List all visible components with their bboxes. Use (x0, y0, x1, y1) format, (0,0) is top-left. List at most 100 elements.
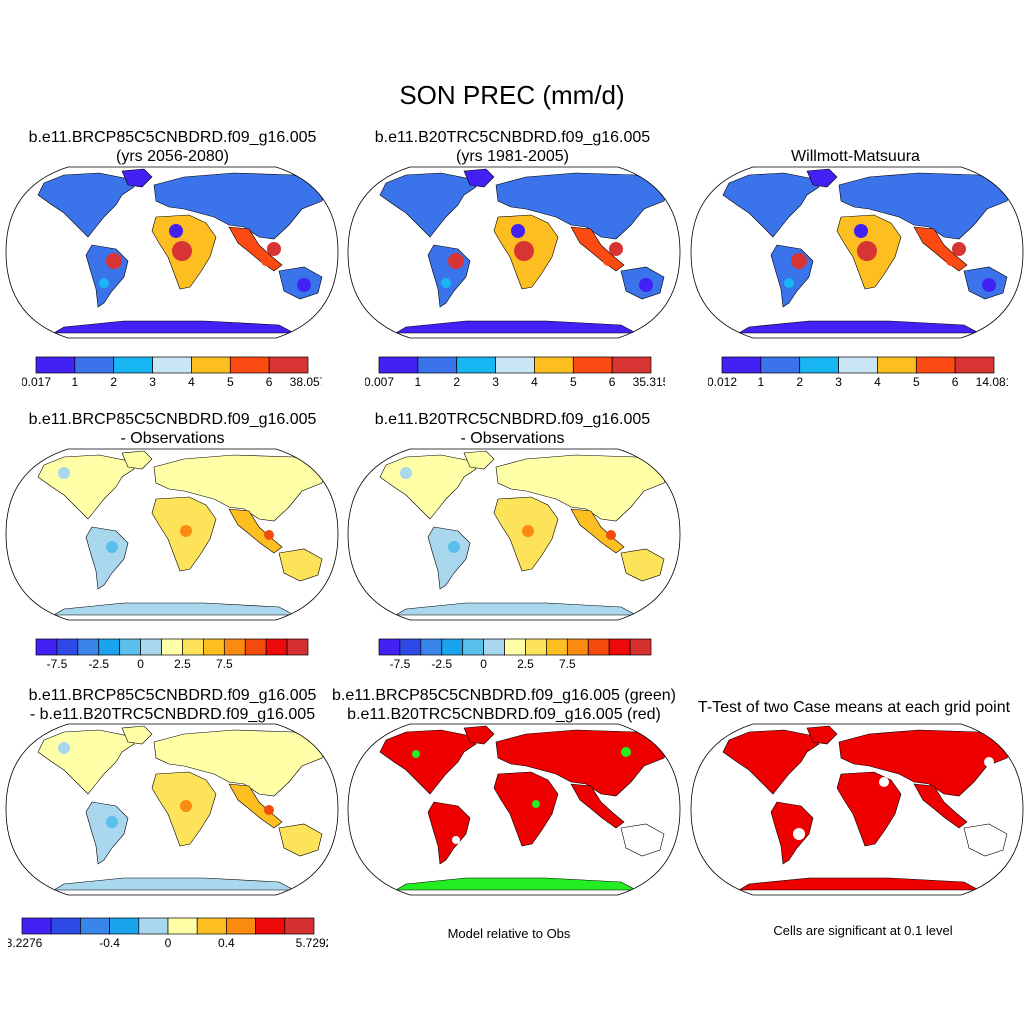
continent-north-america (722, 172, 820, 238)
figure-title: SON PREC (mm/d) (399, 80, 625, 110)
model-relative-note: Model relative to Obs (447, 926, 571, 941)
colorbar-4-swatch (35, 638, 58, 656)
continent-south-america (427, 526, 471, 590)
colorbar-1-label: 5 (227, 375, 234, 389)
map-panel-7 (347, 723, 681, 896)
continent-australia (278, 823, 323, 857)
colorbar-3-label: 0.012 (708, 375, 737, 389)
colorbar-2: 0.007 1 2 3 4 5 6 35.315 (365, 356, 665, 389)
colorbar-2-swatch (534, 356, 574, 374)
continent-antarctica (394, 320, 637, 334)
continent-australia (278, 548, 323, 582)
colorbar-5-swatch (587, 638, 610, 656)
colorbar-3-label: 2 (796, 375, 803, 389)
colorbar-2-label: 2 (453, 375, 460, 389)
colorbar-3-label: 14.081 (976, 375, 1008, 389)
colorbar-2-label: 5 (570, 375, 577, 389)
region-highlight-4 (946, 256, 956, 266)
colorbar-4-label: -2.5 (88, 657, 109, 671)
colorbar-1-label: 3 (149, 375, 156, 389)
continent-south-america (427, 801, 471, 865)
region-highlight-2 (267, 242, 281, 256)
region-highlight-6 (297, 278, 311, 292)
region-highlight-6 (982, 278, 996, 292)
region-highlight-0 (412, 750, 420, 758)
colorbar-6-label: 0 (165, 936, 172, 950)
colorbar-5-swatch (566, 638, 589, 656)
colorbar-2-label: 1 (415, 375, 422, 389)
colorbar-2-swatch (611, 356, 652, 374)
continent-north-america (722, 729, 820, 795)
region-highlight-1 (857, 241, 877, 261)
region-highlight-3 (621, 747, 631, 757)
map-border (347, 166, 681, 339)
colorbar-6-label: -3.2276 (8, 936, 43, 950)
continent-greenland (463, 168, 495, 188)
colorbar-1-swatch (191, 356, 231, 374)
region-highlight-2 (952, 242, 966, 256)
colorbar-3-swatch (877, 356, 917, 374)
colorbar-3-label: 6 (952, 375, 959, 389)
colorbar-4-swatch (244, 638, 267, 656)
continent-europe-asia (153, 454, 330, 522)
continent-south-america (85, 526, 129, 590)
map-panel-8 (690, 723, 1024, 896)
region-highlight-0 (448, 253, 464, 269)
colorbar-6-label: -0.4 (99, 936, 120, 950)
continent-europe-asia (153, 172, 330, 240)
continent-south-america (85, 801, 129, 865)
continent-south-america (85, 244, 129, 308)
colorbar-2-label: 0.007 (365, 375, 394, 389)
continent-europe-asia (838, 172, 1015, 240)
colorbar-3: 0.012 1 2 3 4 5 6 14.081 (708, 356, 1008, 389)
panel-5-title: b.e11.B20TRC5CNBDRD.f09_g16.005 - Observ… (345, 410, 680, 448)
region-highlight-0 (180, 525, 192, 537)
colorbar-3-swatch (838, 356, 878, 374)
continent-antarctica (394, 877, 637, 891)
colorbar-5-label: 7.5 (559, 657, 576, 671)
colorbar-1-swatch (113, 356, 153, 374)
colorbar-5-label: -2.5 (431, 657, 452, 671)
colorbar-5-label: 0 (480, 657, 487, 671)
region-highlight-4 (261, 256, 271, 266)
colorbar-4-swatch (77, 638, 100, 656)
colorbar-3-label: 3 (835, 375, 842, 389)
colorbar-4: -7.5 -2.5 0 2.5 7.5 (35, 638, 309, 671)
continent-antarctica (737, 877, 980, 891)
panel-6-title-line1: b.e11.BRCP85C5CNBDRD.f09_g16.005 (28, 687, 317, 704)
colorbar-5: -7.5 -2.5 0 2.5 7.5 (378, 638, 652, 671)
panel-7-title-line1: b.e11.BRCP85C5CNBDRD.f09_g16.005 (green) (332, 687, 676, 704)
colorbar-4-swatch (286, 638, 309, 656)
colorbar-5-swatch (504, 638, 526, 656)
panel-3-title-line2: Willmott-Matsuura (791, 148, 920, 165)
region-highlight-3 (441, 278, 451, 288)
panel-6-title-line2: - b.e11.B20TRC5CNBDRD.f09_g16.005 (29, 706, 316, 723)
colorbar-6-swatch (284, 917, 315, 935)
map-border (5, 448, 339, 621)
colorbar-5-swatch (378, 638, 401, 656)
map-panel-2 (347, 166, 681, 339)
region-highlight-0 (180, 800, 192, 812)
colorbar-2-swatch (378, 356, 419, 374)
continent-greenland (806, 168, 838, 188)
colorbar-2-swatch (495, 356, 535, 374)
region-highlight-1 (264, 530, 274, 540)
map-panel-3 (690, 166, 1024, 339)
continent-europe-asia (495, 172, 672, 240)
colorbar-4-swatch (265, 638, 288, 656)
region-highlight-5 (854, 224, 868, 238)
region-highlight-1 (532, 800, 540, 808)
colorbar-4-label: 7.5 (216, 657, 233, 671)
colorbar-1-swatch (74, 356, 115, 374)
map-border (347, 448, 681, 621)
colorbar-5-label: -7.5 (390, 657, 411, 671)
colorbar-3-label: 5 (913, 375, 920, 389)
region-highlight-3 (784, 278, 794, 288)
colorbar-4-swatch (203, 638, 225, 656)
colorbar-5-swatch (525, 638, 547, 656)
colorbar-3-swatch (721, 356, 762, 374)
region-highlight-6 (639, 278, 653, 292)
colorbar-6-swatch (80, 917, 110, 935)
colorbar-4-swatch (140, 638, 162, 656)
colorbar-5-swatch (462, 638, 484, 656)
